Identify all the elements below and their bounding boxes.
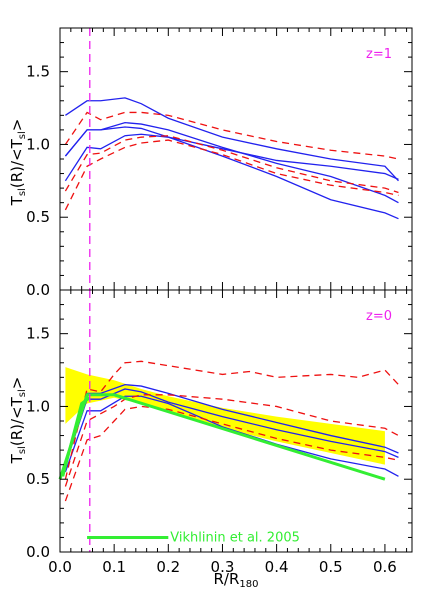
y-axis-label-top: Tsl(R)/<Tsl> [8, 119, 28, 207]
y-tick-label: 1.0 [26, 397, 50, 415]
svg-text:Tsl(R)/<Tsl>: Tsl(R)/<Tsl> [8, 377, 28, 465]
y-tick-label: 1.5 [26, 325, 50, 343]
y-tick-label: 0.0 [26, 543, 50, 561]
y-tick-label: 1.5 [26, 63, 50, 81]
series-line-red-3 [64, 360, 399, 480]
series-line-blue-1 [64, 121, 399, 204]
y-tick-label: 0.5 [26, 470, 50, 488]
series-line-red-5 [64, 135, 399, 194]
panel-bottom-z0: Vikhlinin et al. 2005 z=0 0.0 0.5 1.0 1.5 0.0 0… [26, 289, 413, 576]
panel-top-z1: z=1 0.0 0.5 1.0 1.5 [26, 27, 413, 299]
legend-label: Vikhlinin et al. 2005 [170, 530, 300, 545]
panel-annotation: z=0 [366, 309, 392, 324]
series-line-red-6 [64, 139, 399, 211]
x-tick-label: 0.1 [102, 558, 126, 576]
series-line-blue-3 [64, 126, 399, 180]
x-tick-label: 0.3 [211, 558, 235, 576]
y-tick-label: 0.5 [26, 208, 50, 226]
x-tick-label: 0.4 [265, 558, 289, 576]
series-line-blue-0 [65, 97, 399, 182]
series-line-red-4 [64, 394, 399, 487]
series-line-green-7 [61, 396, 91, 477]
y-tick-label: 1.0 [26, 135, 50, 153]
series-line-red-4 [64, 111, 399, 160]
x-tick-label: 0.5 [319, 558, 343, 576]
scatter-band [65, 367, 385, 465]
series-line-blue-2 [64, 395, 399, 477]
series-line-blue-2 [64, 133, 399, 220]
y-axis-label-bottom: Tsl(R)/<Tsl> [8, 377, 28, 465]
svg-text:Tsl(R)/<Tsl>: Tsl(R)/<Tsl> [8, 119, 28, 207]
y-tick-label: 0.0 [26, 281, 50, 299]
series-line-blue-0 [64, 388, 399, 465]
panel-annotation: z=1 [366, 47, 392, 62]
x-tick-label: 0.0 [48, 558, 72, 576]
x-tick-label: 0.6 [373, 558, 397, 576]
x-tick-label: 0.2 [156, 558, 180, 576]
x-axis-label: R/R180 [214, 570, 259, 590]
